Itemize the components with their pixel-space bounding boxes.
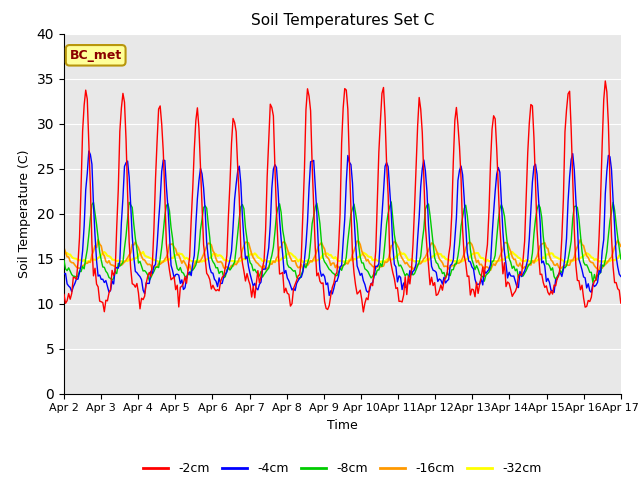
Legend: -2cm, -4cm, -8cm, -16cm, -32cm: -2cm, -4cm, -8cm, -16cm, -32cm xyxy=(138,457,547,480)
Text: BC_met: BC_met xyxy=(70,49,122,62)
Title: Soil Temperatures Set C: Soil Temperatures Set C xyxy=(251,13,434,28)
X-axis label: Time: Time xyxy=(327,419,358,432)
Y-axis label: Soil Temperature (C): Soil Temperature (C) xyxy=(18,149,31,278)
